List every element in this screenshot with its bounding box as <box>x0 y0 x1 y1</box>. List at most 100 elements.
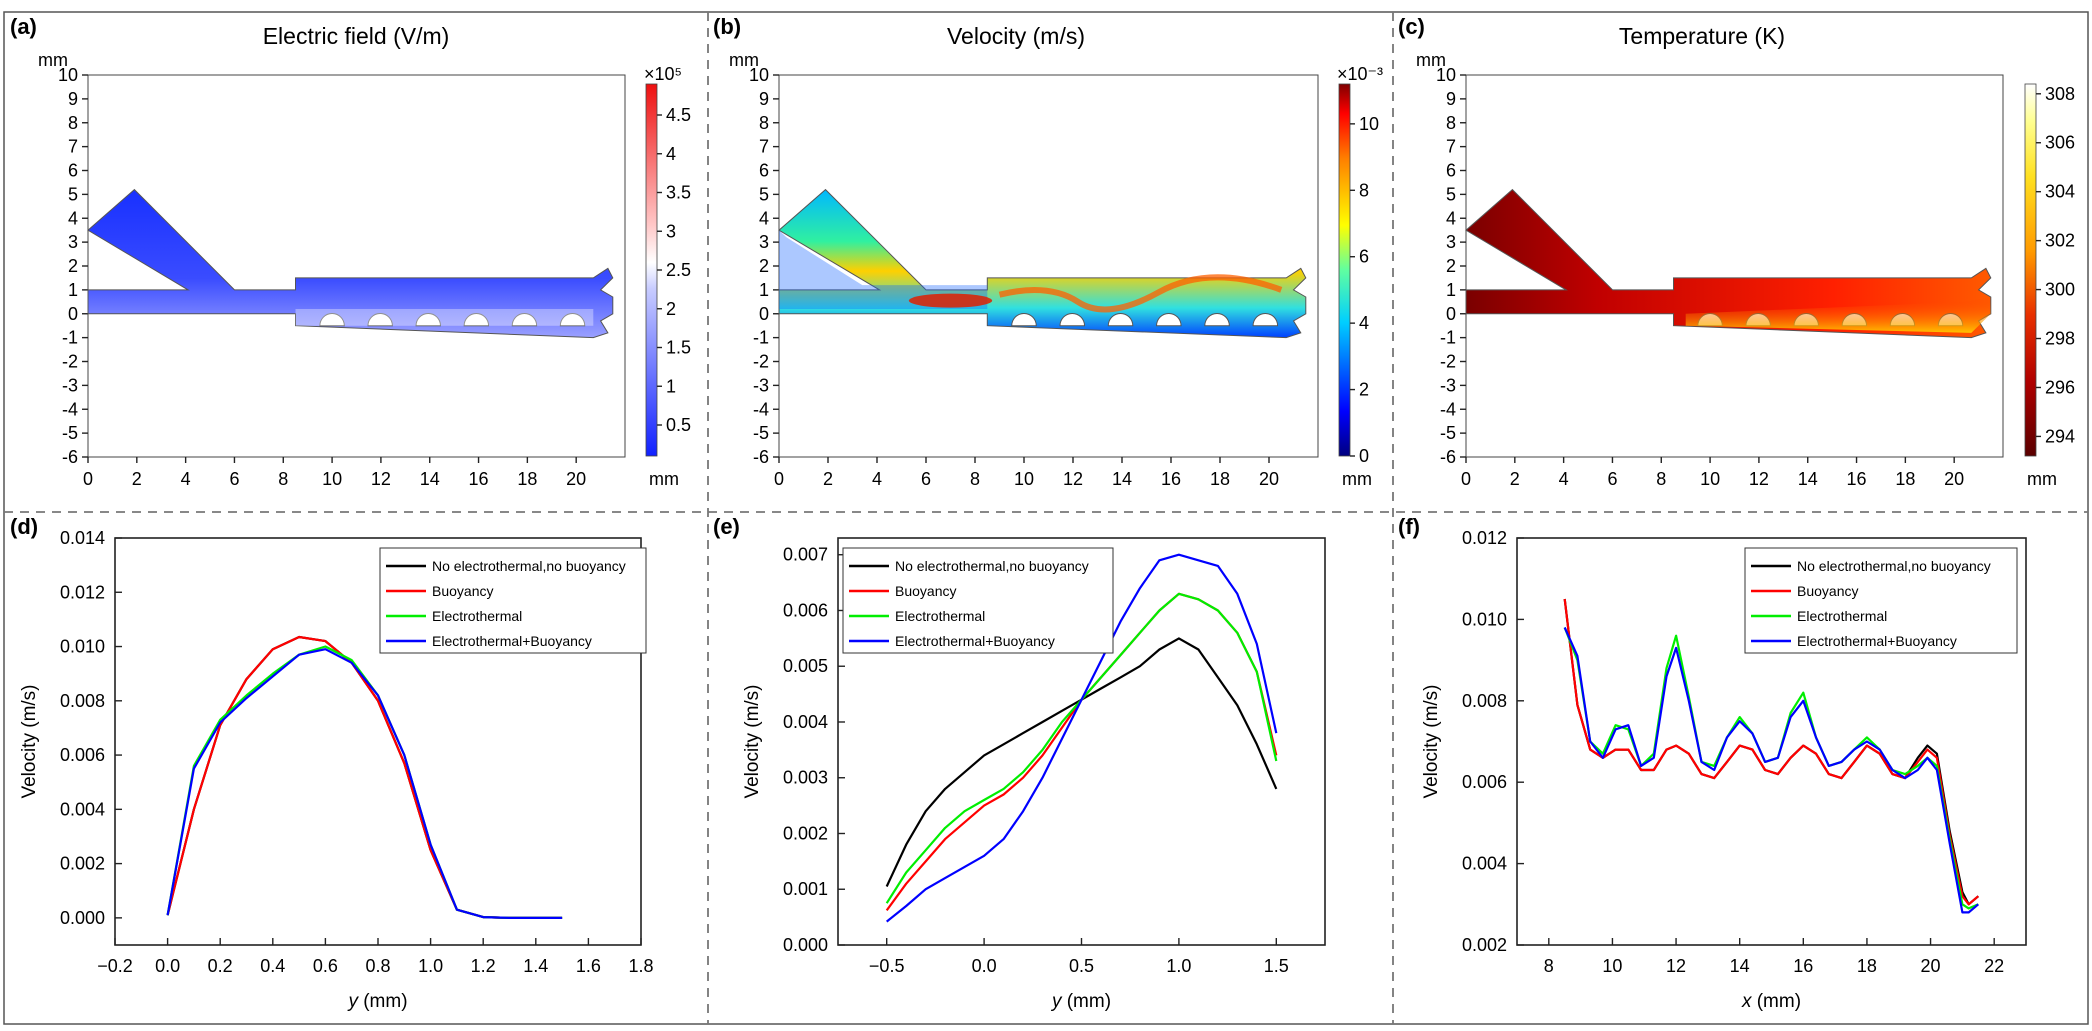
y-tick-label: 0 <box>759 304 769 324</box>
colorbar <box>645 83 658 457</box>
y-tick-label: -3 <box>1440 375 1456 395</box>
x-tick-label: 6 <box>229 469 239 489</box>
y-tick-label: 10 <box>749 65 769 85</box>
x-tick-label: 2 <box>823 469 833 489</box>
colorbar-tick-label: 8 <box>1359 180 1369 200</box>
electrode-cavity <box>511 312 538 327</box>
y-tick-label: 0.010 <box>60 637 105 657</box>
plot-area <box>1516 537 2027 946</box>
colorbar-tick-label: 3.5 <box>666 183 691 203</box>
y-tick-label: 7 <box>1446 137 1456 157</box>
panel-title: Temperature (K) <box>1619 23 1785 49</box>
x-tick-label: 14 <box>1798 469 1818 489</box>
y-tick-label: 5 <box>68 184 78 204</box>
map-panel-1: (b) Velocity (m/s)109876543210-1-2-3-4-5-… <box>713 14 1383 489</box>
chart-panel-0: (d) −0.2 0.0 0.2 0.4 0.6 0.8 1.0 1.2 1.4 1.6 1.8 0.0… <box>10 514 654 1012</box>
x-tick-label: 1.6 <box>576 956 601 976</box>
colorbar-tick-label: 1.5 <box>666 338 691 358</box>
y-tick-label: 5 <box>759 184 769 204</box>
y-tick-label: 9 <box>68 89 78 109</box>
x-tick-label: −0.5 <box>869 956 905 976</box>
x-tick-label: 1.8 <box>628 956 653 976</box>
y-tick-label: -4 <box>62 399 78 419</box>
field-highlight <box>295 309 594 326</box>
x-axis-variable: y <box>346 991 359 1012</box>
velocity-hotspot <box>908 293 993 308</box>
y-tick-label: -1 <box>1440 328 1456 348</box>
series-line-2 <box>166 645 563 920</box>
x-tick-label: 6 <box>1607 469 1617 489</box>
y-tick-label: 0 <box>1446 304 1456 324</box>
x-tick-label: 0.8 <box>365 956 390 976</box>
x-tick-label: 18 <box>1857 956 1877 976</box>
y-tick-label: 1 <box>1446 280 1456 300</box>
colorbar-tick-label: 1 <box>666 376 676 396</box>
x-tick-label: 20 <box>1921 956 1941 976</box>
y-tick-label: -2 <box>62 352 78 372</box>
y-tick-label: 3 <box>1446 232 1456 252</box>
x-tick-label: 1.2 <box>471 956 496 976</box>
legend-label: Electrothermal <box>895 608 985 624</box>
x-unit-label: mm <box>1342 469 1372 489</box>
colorbar <box>1338 83 1351 457</box>
legend-label: No electrothermal,no buoyancy <box>432 558 626 574</box>
y-tick-label: 2 <box>759 256 769 276</box>
y-tick-label: 0.004 <box>783 712 828 732</box>
x-tick-label: 8 <box>278 469 288 489</box>
x-tick-label: 12 <box>1666 956 1686 976</box>
panel-label: (d) <box>10 514 38 539</box>
electrode-cavity <box>1107 312 1134 327</box>
y-tick-label: -6 <box>753 447 769 467</box>
microchannel-shape <box>778 188 1307 339</box>
y-tick-label: 4 <box>68 208 78 228</box>
panel-label: (a) <box>10 14 37 39</box>
x-tick-label: 0 <box>1461 469 1471 489</box>
colorbar-tick-label: 294 <box>2045 426 2075 446</box>
x-tick-label: 8 <box>1544 956 1554 976</box>
electrode-cavity <box>1011 312 1037 327</box>
y-tick-label: -4 <box>753 399 769 419</box>
x-unit-label: mm <box>2027 469 2057 489</box>
x-tick-label: 1.5 <box>1264 956 1289 976</box>
x-tick-label: 18 <box>1895 469 1915 489</box>
x-tick-label: 0.4 <box>260 956 285 976</box>
y-tick-label: -1 <box>753 328 769 348</box>
series-line-2 <box>1563 627 1979 910</box>
x-tick-label: 4 <box>872 469 882 489</box>
x-axis-label: y (mm) <box>346 991 407 1012</box>
x-tick-label: 14 <box>1730 956 1750 976</box>
y-tick-label: 0.008 <box>60 691 105 711</box>
legend-label: Electrothermal+Buoyancy <box>895 633 1055 649</box>
x-tick-label: 4 <box>181 469 191 489</box>
y-tick-label: 10 <box>1436 65 1456 85</box>
colorbar-tick-label: 10 <box>1359 114 1379 134</box>
x-axis-label: x (mm) <box>1741 991 1801 1012</box>
legend-label: Electrothermal+Buoyancy <box>1797 633 1957 649</box>
x-tick-label: 2 <box>1510 469 1520 489</box>
y-tick-label: -5 <box>62 423 78 443</box>
y-axis-label: Velocity (m/s) <box>742 684 763 798</box>
map-panel-2: (c) Temperature (K)109876543210-1-2-3-4-5… <box>1398 14 2075 489</box>
y-tick-label: 5 <box>1446 184 1456 204</box>
colorbar-tick-label: 4 <box>666 144 676 164</box>
y-tick-label: 0.008 <box>1462 691 1507 711</box>
y-tick-label: 2 <box>1446 256 1456 276</box>
y-tick-label: 6 <box>68 161 78 181</box>
y-tick-label: -3 <box>753 375 769 395</box>
y-tick-label: 8 <box>759 113 769 133</box>
colorbar-tick-label: 306 <box>2045 133 2075 153</box>
y-tick-label: 0.000 <box>783 935 828 955</box>
legend-label: Electrothermal <box>432 608 522 624</box>
x-tick-label: 16 <box>1161 469 1181 489</box>
x-tick-label: 22 <box>1984 956 2004 976</box>
x-tick-label: 0.5 <box>1069 956 1094 976</box>
electrode-cavity <box>415 312 441 327</box>
x-tick-label: 2 <box>132 469 142 489</box>
y-tick-label: 7 <box>759 137 769 157</box>
panel-label: (c) <box>1398 14 1425 39</box>
y-tick-label: 0.003 <box>783 768 828 788</box>
colorbar-tick-label: 296 <box>2045 377 2075 397</box>
x-tick-label: 20 <box>1944 469 1964 489</box>
colorbar-tick-label: 3 <box>666 221 676 241</box>
